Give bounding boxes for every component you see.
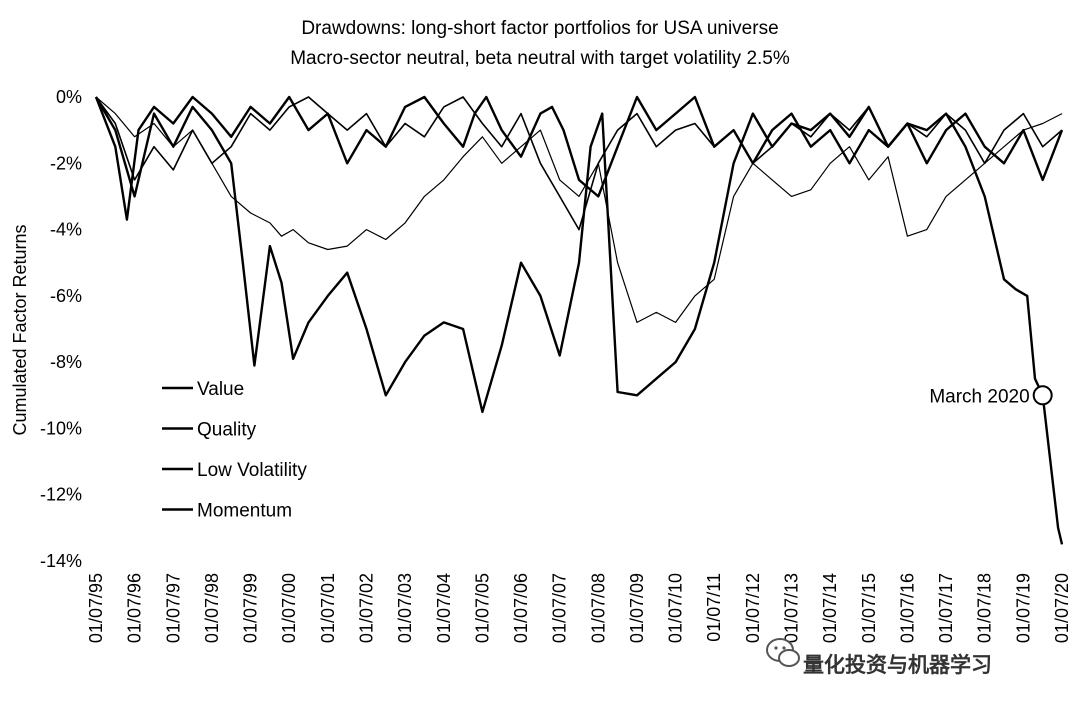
- x-tick-label: 01/07/09: [627, 573, 647, 643]
- x-tick-label: 01/07/18: [975, 573, 995, 643]
- x-tick-label: 01/07/95: [86, 573, 106, 643]
- chart-subtitle: Macro-sector neutral, beta neutral with …: [290, 48, 790, 69]
- legend-label: Quality: [197, 420, 257, 441]
- series-line-low-volatility: [94, 96, 1064, 545]
- y-axis-label: Cumulated Factor Returns: [10, 224, 30, 435]
- x-tick-label: 01/07/96: [125, 573, 145, 643]
- legend-label: Momentum: [197, 501, 292, 522]
- chart-title: Drawdowns: long-short factor portfolios …: [301, 18, 778, 39]
- y-axis-ticks: 0% -2% -4% -6% -8% -10% -12% -14%: [40, 87, 82, 571]
- y-tick-label: -14%: [40, 551, 82, 571]
- x-tick-label: 01/07/16: [897, 573, 917, 643]
- x-tick-label: 01/07/00: [279, 573, 299, 643]
- annotation: March 2020: [929, 385, 1053, 407]
- y-tick-label: -6%: [50, 286, 82, 306]
- legend: Value Quality Low Volatility Momentum: [162, 379, 307, 522]
- x-tick-label: 01/07/11: [704, 573, 724, 642]
- watermark: 量化投资与机器学习: [766, 638, 992, 677]
- legend-label: Low Volatility: [197, 460, 307, 481]
- x-tick-label: 01/07/06: [511, 573, 531, 643]
- x-tick-label: 01/07/13: [782, 573, 802, 643]
- x-tick-label: 01/07/99: [241, 573, 261, 643]
- x-axis-ticks: 01/07/95 01/07/96 01/07/97 01/07/98 01/07/99…: [86, 573, 1072, 643]
- x-tick-label: 01/07/97: [163, 573, 183, 643]
- x-tick-label: 01/07/02: [356, 573, 376, 643]
- x-tick-label: 01/07/05: [472, 573, 492, 643]
- x-tick-label: 01/07/01: [318, 573, 338, 643]
- x-tick-label: 01/07/15: [859, 573, 879, 643]
- x-tick-label: 01/07/03: [395, 573, 415, 643]
- y-tick-label: -2%: [50, 153, 82, 173]
- y-tick-label: 0%: [56, 87, 82, 107]
- series-lines: [94, 95, 1064, 545]
- y-tick-label: -12%: [40, 485, 82, 505]
- series-line-quality: [95, 96, 1063, 231]
- wechat-icon: [766, 638, 800, 667]
- x-tick-label: 01/07/98: [202, 573, 222, 643]
- x-tick-label: 01/07/20: [1052, 573, 1072, 643]
- legend-label: Value: [197, 379, 244, 400]
- y-tick-label: -4%: [50, 220, 82, 240]
- x-tick-label: 01/07/08: [588, 573, 608, 643]
- x-tick-label: 01/07/04: [434, 573, 454, 643]
- annotation-label: March 2020: [929, 386, 1029, 407]
- x-tick-label: 01/07/19: [1013, 573, 1033, 643]
- series-line-value: [95, 96, 1063, 323]
- y-tick-label: -10%: [40, 418, 82, 438]
- series-line-momentum: [94, 95, 1064, 221]
- x-tick-label: 01/07/10: [666, 573, 686, 643]
- annotation-marker: [1032, 385, 1053, 406]
- watermark-text: 量化投资与机器学习: [803, 653, 992, 677]
- x-tick-label: 01/07/17: [936, 573, 956, 643]
- x-tick-label: 01/07/14: [820, 573, 840, 643]
- x-tick-label: 01/07/07: [550, 573, 570, 643]
- x-tick-label: 01/07/12: [743, 573, 763, 643]
- y-tick-label: -8%: [50, 352, 82, 372]
